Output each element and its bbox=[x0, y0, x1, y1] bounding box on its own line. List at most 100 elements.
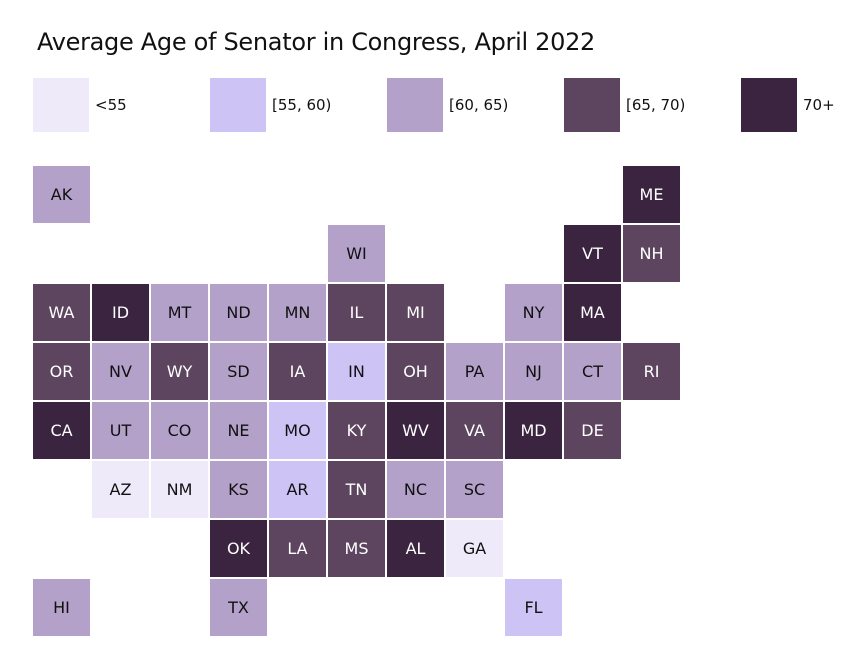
state-tile-rect bbox=[328, 461, 385, 518]
state-label: MT bbox=[168, 303, 192, 322]
state-label: IL bbox=[350, 303, 364, 322]
state-tile-co: CO bbox=[151, 402, 208, 459]
state-tile-az: AZ bbox=[92, 461, 149, 518]
chart-title: Average Age of Senator in Congress, Apri… bbox=[37, 28, 596, 56]
state-label: MA bbox=[580, 303, 605, 322]
state-tile-nd: ND bbox=[210, 284, 267, 341]
state-tile-nj: NJ bbox=[505, 343, 562, 400]
state-tile-ok: OK bbox=[210, 520, 267, 577]
state-tile-mo: MO bbox=[269, 402, 326, 459]
state-label: OR bbox=[50, 362, 74, 381]
state-label: NM bbox=[167, 480, 193, 499]
legend-label: [55, 60) bbox=[272, 96, 332, 114]
state-label: IA bbox=[290, 362, 306, 381]
state-label: HI bbox=[53, 598, 70, 617]
state-label: MN bbox=[285, 303, 311, 322]
state-tile-sc: SC bbox=[446, 461, 503, 518]
state-label: ND bbox=[226, 303, 250, 322]
state-tile-rect bbox=[151, 461, 208, 518]
state-tile-rect bbox=[269, 343, 326, 400]
state-label: MO bbox=[284, 421, 310, 440]
state-tile-pa: PA bbox=[446, 343, 503, 400]
state-tile-nc: NC bbox=[387, 461, 444, 518]
state-tile-rect bbox=[92, 402, 149, 459]
state-label: OH bbox=[403, 362, 428, 381]
state-label: NV bbox=[109, 362, 132, 381]
state-tile-va: VA bbox=[446, 402, 503, 459]
state-tile-wi: WI bbox=[328, 225, 385, 282]
state-label: KY bbox=[347, 421, 367, 440]
state-tile-rect bbox=[505, 343, 562, 400]
state-tile-rect bbox=[92, 284, 149, 341]
legend: <55 [55, 60) [60, 65) [65, 70) 70+ bbox=[33, 78, 835, 132]
state-tile-rect bbox=[33, 402, 90, 459]
state-tile-rect bbox=[210, 284, 267, 341]
state-tile-rect bbox=[387, 520, 444, 577]
state-tile-me: ME bbox=[623, 166, 680, 223]
state-tile-md: MD bbox=[505, 402, 562, 459]
state-tile-rect bbox=[564, 284, 621, 341]
state-tile-ms: MS bbox=[328, 520, 385, 577]
state-tile-rect bbox=[564, 343, 621, 400]
legend-label: <55 bbox=[95, 96, 127, 114]
state-tile-ga: GA bbox=[446, 520, 503, 577]
state-tile-rect bbox=[623, 343, 680, 400]
state-tile-ny: NY bbox=[505, 284, 562, 341]
state-tile-rect bbox=[446, 402, 503, 459]
state-tile-rect bbox=[210, 461, 267, 518]
state-tile-nv: NV bbox=[92, 343, 149, 400]
state-tile-rect bbox=[387, 461, 444, 518]
state-label: KS bbox=[228, 480, 249, 499]
state-tile-rect bbox=[328, 343, 385, 400]
state-tile-rect bbox=[328, 284, 385, 341]
state-tile-ks: KS bbox=[210, 461, 267, 518]
state-tile-nh: NH bbox=[623, 225, 680, 282]
state-label: AR bbox=[286, 480, 308, 499]
state-tile-rect bbox=[269, 402, 326, 459]
state-label: DE bbox=[581, 421, 603, 440]
legend-swatch bbox=[741, 78, 797, 132]
state-tile-fl: FL bbox=[505, 579, 562, 636]
state-tile-rect bbox=[210, 579, 267, 636]
state-tile-rect bbox=[92, 461, 149, 518]
state-tile-in: IN bbox=[328, 343, 385, 400]
state-tile-rect bbox=[269, 461, 326, 518]
state-tile-ma: MA bbox=[564, 284, 621, 341]
state-tile-de: DE bbox=[564, 402, 621, 459]
state-label: NJ bbox=[525, 362, 542, 381]
state-label: CT bbox=[582, 362, 603, 381]
state-tile-la: LA bbox=[269, 520, 326, 577]
state-label: UT bbox=[110, 421, 132, 440]
state-label: AK bbox=[51, 185, 73, 204]
state-tile-mt: MT bbox=[151, 284, 208, 341]
state-label: FL bbox=[524, 598, 542, 617]
state-label: AL bbox=[406, 539, 426, 558]
state-tile-ky: KY bbox=[328, 402, 385, 459]
state-label: VT bbox=[582, 244, 603, 263]
state-label: MS bbox=[345, 539, 369, 558]
state-tile-rect bbox=[92, 343, 149, 400]
state-label: OK bbox=[227, 539, 251, 558]
state-tile-rect bbox=[210, 343, 267, 400]
state-tile-id: ID bbox=[92, 284, 149, 341]
state-tile-ri: RI bbox=[623, 343, 680, 400]
state-tile-rect bbox=[328, 402, 385, 459]
state-tile-vt: VT bbox=[564, 225, 621, 282]
legend-label: 70+ bbox=[803, 96, 835, 114]
state-tile-hi: HI bbox=[33, 579, 90, 636]
state-tile-rect bbox=[151, 284, 208, 341]
state-tile-rect bbox=[210, 402, 267, 459]
state-tile-or: OR bbox=[33, 343, 90, 400]
state-label: LA bbox=[287, 539, 307, 558]
state-tile-rect bbox=[33, 579, 90, 636]
state-tile-rect bbox=[623, 166, 680, 223]
state-label: RI bbox=[644, 362, 660, 381]
state-tile-al: AL bbox=[387, 520, 444, 577]
state-tile-wv: WV bbox=[387, 402, 444, 459]
state-tile-rect bbox=[446, 461, 503, 518]
state-tile-rect bbox=[328, 520, 385, 577]
state-tile-rect bbox=[505, 402, 562, 459]
state-tile-mn: MN bbox=[269, 284, 326, 341]
state-tile-rect bbox=[505, 284, 562, 341]
